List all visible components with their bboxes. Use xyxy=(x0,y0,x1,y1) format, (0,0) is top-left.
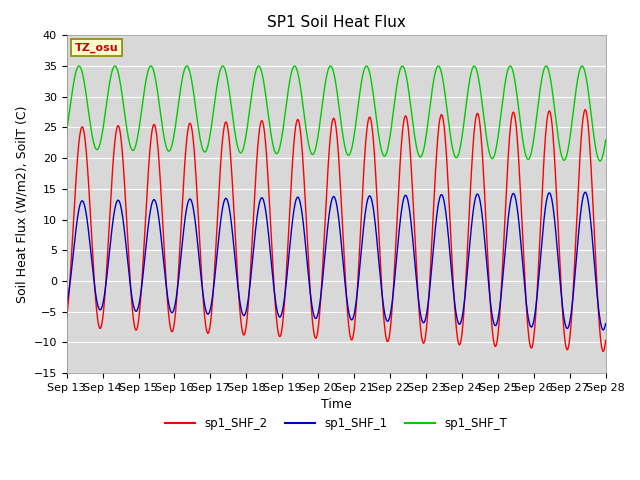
sp1_SHF_1 xyxy=(293,195,301,201)
sp1_SHF_2 xyxy=(124,243,132,249)
sp1_SHF_T xyxy=(533,110,541,116)
Line: sp1_SHF_T: sp1_SHF_T xyxy=(67,66,605,161)
sp1_SHF_T xyxy=(293,66,301,72)
sp1_SHF_T xyxy=(63,128,70,133)
sp1_SHF_2 xyxy=(63,315,70,321)
Legend: sp1_SHF_2, sp1_SHF_1, sp1_SHF_T: sp1_SHF_2, sp1_SHF_1, sp1_SHF_T xyxy=(161,412,511,434)
sp1_SHF_2 xyxy=(581,107,589,113)
sp1_SHF_2 xyxy=(599,348,607,354)
sp1_SHF_2 xyxy=(533,292,541,298)
sp1_SHF_1 xyxy=(269,280,277,286)
sp1_SHF_1 xyxy=(602,321,609,326)
sp1_SHF_2 xyxy=(269,272,277,277)
sp1_SHF_T xyxy=(470,63,478,69)
Line: sp1_SHF_2: sp1_SHF_2 xyxy=(67,110,605,351)
sp1_SHF_2 xyxy=(602,337,609,343)
Line: sp1_SHF_1: sp1_SHF_1 xyxy=(67,192,605,330)
sp1_SHF_2 xyxy=(591,249,599,254)
sp1_SHF_2 xyxy=(156,175,164,180)
sp1_SHF_1 xyxy=(124,263,132,268)
Text: TZ_osu: TZ_osu xyxy=(75,43,118,53)
sp1_SHF_1 xyxy=(63,301,70,307)
sp1_SHF_T xyxy=(124,133,132,139)
sp1_SHF_1 xyxy=(591,270,599,276)
sp1_SHF_T xyxy=(269,144,277,149)
sp1_SHF_T xyxy=(591,142,599,148)
sp1_SHF_T xyxy=(156,108,164,113)
X-axis label: Time: Time xyxy=(321,398,351,411)
sp1_SHF_1 xyxy=(581,189,589,195)
sp1_SHF_2 xyxy=(293,119,301,124)
sp1_SHF_T xyxy=(596,158,604,164)
sp1_SHF_1 xyxy=(599,327,607,333)
sp1_SHF_T xyxy=(602,137,609,143)
sp1_SHF_1 xyxy=(533,294,541,300)
Y-axis label: Soil Heat Flux (W/m2), SoilT (C): Soil Heat Flux (W/m2), SoilT (C) xyxy=(15,106,28,303)
Title: SP1 Soil Heat Flux: SP1 Soil Heat Flux xyxy=(267,15,406,30)
sp1_SHF_1 xyxy=(156,226,164,231)
